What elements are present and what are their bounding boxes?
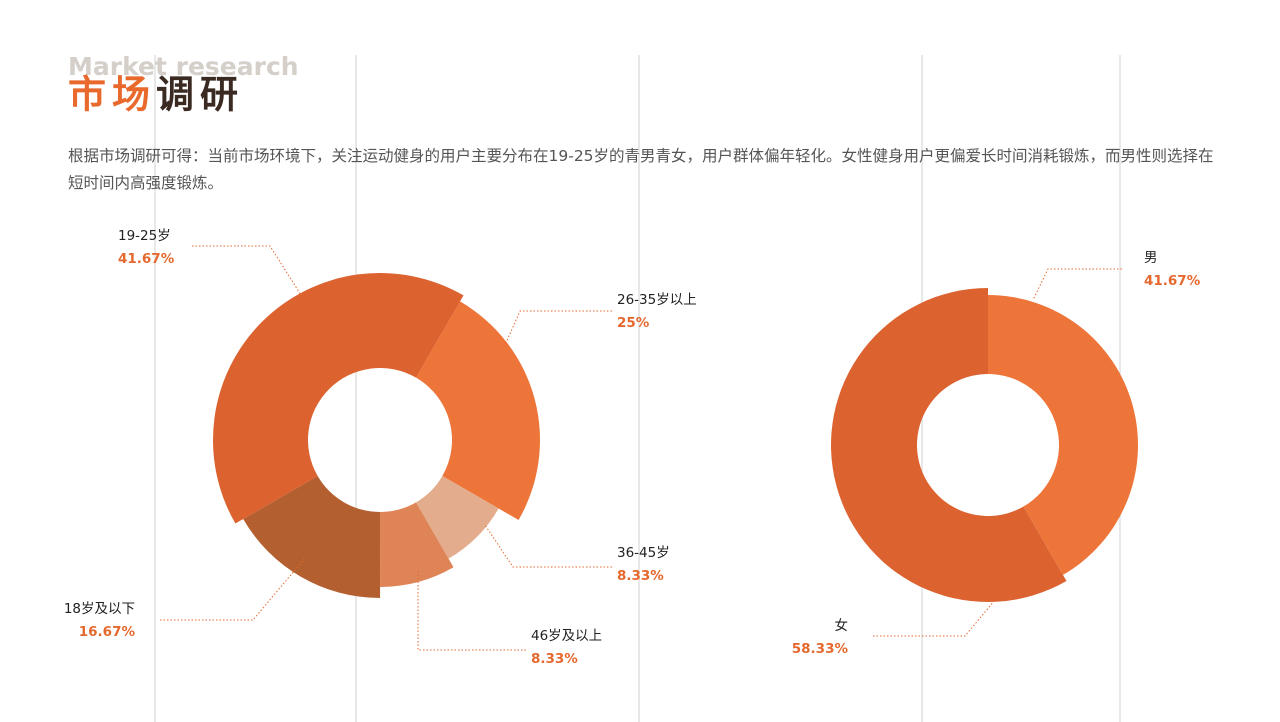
subtitle: Market research	[68, 52, 299, 81]
leader-line	[160, 557, 306, 621]
value-label: 25%	[617, 315, 650, 331]
donut-segment	[831, 288, 1067, 602]
category-label: 46岁及以上	[531, 628, 602, 644]
value-label: 16.67%	[79, 624, 136, 640]
donut-segment	[988, 295, 1138, 575]
donut-segment	[416, 476, 499, 559]
category-label: 19-25岁	[118, 228, 171, 244]
category-label: 26-35岁以上	[617, 292, 697, 308]
value-label: 41.67%	[1144, 273, 1201, 289]
category-label: 36-45岁	[617, 545, 670, 561]
donut-segment	[212, 272, 464, 524]
value-label: 41.67%	[118, 251, 175, 267]
donut-segment	[243, 476, 381, 598]
leader-line	[1032, 268, 1122, 301]
value-label: 8.33%	[617, 568, 664, 584]
leader-line	[504, 310, 612, 346]
description: 根据市场调研可得：当前市场环境下，关注运动健身的用户主要分布在19-25岁的青男…	[68, 147, 1214, 192]
leader-line	[484, 524, 612, 568]
leader-line	[873, 569, 1021, 637]
category-label: 女	[835, 617, 849, 634]
leader-line	[192, 245, 321, 326]
value-label: 58.33%	[792, 641, 849, 657]
category-label: 18岁及以下	[64, 601, 135, 617]
category-label: 男	[1144, 250, 1158, 266]
donut-segment	[416, 301, 540, 520]
value-label: 8.33%	[531, 651, 578, 667]
leader-line	[417, 570, 526, 651]
donut-segment	[380, 502, 454, 587]
